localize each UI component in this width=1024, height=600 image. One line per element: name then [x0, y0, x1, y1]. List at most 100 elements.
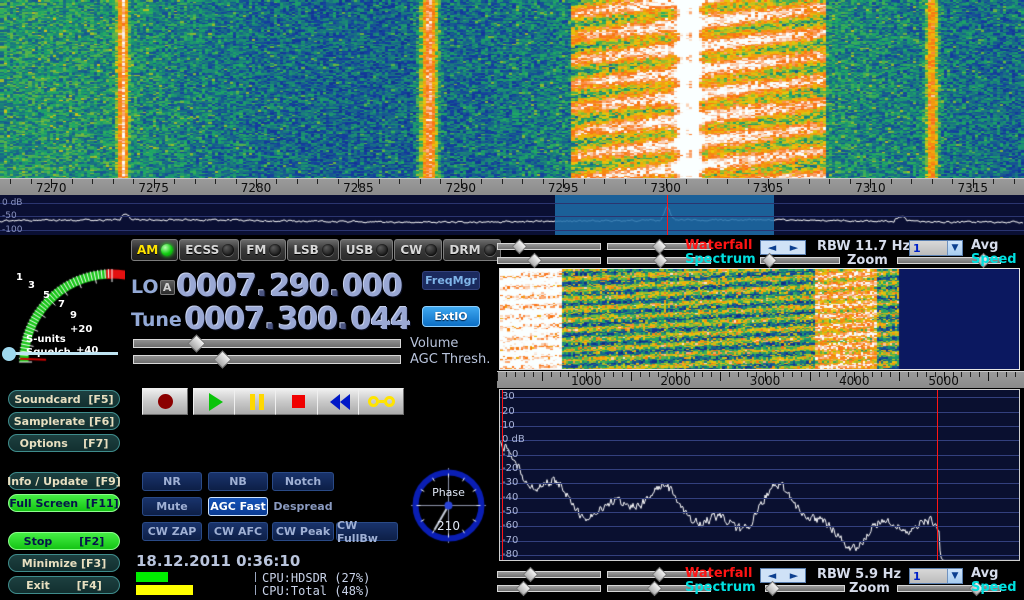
speed-slider-bottom[interactable] [897, 580, 1001, 597]
digit[interactable]: 0 [216, 269, 237, 304]
stepper-right-icon-bottom[interactable]: ► [789, 569, 799, 582]
play-button[interactable] [193, 388, 239, 415]
mode-button-fm[interactable]: FM [240, 239, 287, 261]
record-button[interactable] [142, 388, 188, 415]
speed-slider-top[interactable] [897, 252, 1001, 269]
dsp-button-nr[interactable]: NR [142, 472, 202, 491]
digit-separator[interactable]: . [329, 269, 343, 304]
mode-button-ecss[interactable]: ECSS [179, 239, 240, 261]
waterfall-label-bottom[interactable]: Waterfall [685, 566, 753, 581]
digit[interactable]: 0 [176, 269, 198, 304]
digit[interactable]: 0 [342, 269, 364, 304]
zoom-slider-top[interactable] [760, 252, 840, 269]
audio-waterfall-display[interactable] [499, 268, 1020, 370]
zoom-slider-bottom[interactable] [765, 580, 845, 597]
agc-threshold-slider[interactable] [133, 350, 401, 369]
digit[interactable]: 0 [317, 302, 338, 337]
wf-contrast-slider-top[interactable] [497, 238, 601, 255]
left-button-stop-f2[interactable]: Stop [F2] [8, 532, 120, 550]
digit[interactable]: 0 [309, 269, 330, 304]
rf-spectrum-strip[interactable]: 0 dB -50 -100 [0, 195, 1024, 235]
digit-separator[interactable]: . [337, 302, 351, 337]
digit[interactable]: 0 [196, 269, 217, 304]
left-button-info-update-f9[interactable]: Info / Update [F9] [7, 472, 121, 490]
wf-brightness-slider-bottom[interactable] [607, 566, 711, 583]
zoom-knob-bottom[interactable] [765, 580, 781, 597]
left-button-minimize-f3[interactable]: Minimize [F3] [8, 554, 120, 572]
digit[interactable]: 7 [244, 302, 265, 337]
lo-a-button[interactable]: A [159, 279, 175, 295]
top-display-controls[interactable]: Waterfall Spectrum ◄ ► RBW 11.7 Hz Zoom … [497, 238, 1024, 269]
left-button-options-f7[interactable]: Options [F7] [8, 434, 120, 452]
rf-frequency-ruler[interactable]: 7270 7275 7280 7285 7290 7295 7300 7305 7310 7315 [0, 178, 1024, 195]
freqmgr-button[interactable]: FreqMgr [422, 271, 480, 290]
pause-button[interactable] [234, 388, 280, 415]
avg-select-top[interactable]: 1 ▼ [909, 240, 963, 256]
tune-frequency-value[interactable]: 0007.300.044 [184, 302, 412, 337]
sp-contrast-knob-bottom[interactable] [515, 580, 532, 597]
digit[interactable]: 0 [382, 269, 403, 304]
passband-region[interactable] [555, 195, 775, 235]
mode-button-cw[interactable]: CW [394, 239, 443, 261]
dsp-button-cw-peak[interactable]: CW Peak [272, 522, 334, 541]
left-button-full-screen-f11[interactable]: Full Screen [F11] [8, 494, 120, 512]
digit[interactable]: 4 [390, 302, 412, 337]
demod-mode-buttons[interactable]: AM ECSS FM LSB USB CW DRM [131, 239, 501, 261]
digit[interactable]: 3 [277, 302, 299, 337]
sp-contrast-slider-bottom[interactable] [497, 580, 601, 597]
sp-brightness-slider-bottom[interactable] [607, 580, 711, 597]
digit[interactable]: 0 [224, 302, 246, 337]
mode-button-lsb[interactable]: LSB [287, 239, 339, 261]
stepper-right-icon-top[interactable]: ► [789, 241, 799, 254]
stepper-left-icon-top[interactable]: ◄ [767, 241, 777, 254]
dsp-button-despread[interactable]: Despread [273, 500, 333, 513]
squelch-slider[interactable] [6, 352, 118, 355]
digit[interactable]: 7 [236, 269, 257, 304]
zoom-knob-top[interactable] [762, 252, 778, 269]
digit[interactable]: 9 [289, 269, 310, 304]
left-button-samplerate-f6[interactable]: Samplerate [F6] [8, 412, 120, 430]
digit[interactable]: 0 [297, 302, 319, 337]
mode-button-usb[interactable]: USB [339, 239, 394, 261]
wf-contrast-slider-bottom[interactable] [497, 566, 601, 583]
audio-frequency-ruler[interactable]: 1000 2000 3000 4000 5000 [497, 371, 1024, 388]
mode-button-am[interactable]: AM [131, 239, 179, 261]
audio-waterfall-canvas[interactable] [500, 269, 1019, 369]
chevron-down-icon-bottom[interactable]: ▼ [947, 569, 962, 583]
sp-brightness-knob-top[interactable] [653, 252, 669, 269]
sp-brightness-knob-bottom[interactable] [646, 580, 663, 597]
mode-button-drm[interactable]: DRM [443, 239, 501, 261]
agc-threshold-slider-knob[interactable] [212, 350, 232, 369]
audio-spectrum-marker[interactable] [937, 390, 939, 560]
digit[interactable]: 0 [184, 302, 206, 337]
volume-slider-knob[interactable] [187, 334, 206, 353]
left-button-soundcard-f5[interactable]: Soundcard [F5] [8, 390, 120, 408]
dsp-button-nb[interactable]: NB [208, 472, 268, 491]
phase-scope[interactable]: Phase 210 [409, 466, 488, 545]
dsp-button-panel[interactable]: NR NB Notch Mute AGC Fast Despread CW ZAP CW AF… [136, 468, 398, 545]
digit[interactable]: 4 [370, 302, 392, 337]
sp-brightness-slider-top[interactable] [607, 252, 711, 269]
dsp-button-notch[interactable]: Notch [272, 472, 334, 491]
dsp-button-mute[interactable]: Mute [142, 497, 202, 516]
digit[interactable]: 0 [362, 269, 383, 304]
wf-contrast-knob-top[interactable] [512, 238, 528, 255]
stepper-left-icon-bottom[interactable]: ◄ [767, 569, 777, 582]
digit-separator[interactable]: . [264, 302, 278, 337]
main-waterfall-display[interactable] [0, 0, 1024, 178]
waterfall-stepper-bottom[interactable]: ◄ ► [760, 568, 806, 583]
extio-button[interactable]: ExtIO [422, 306, 480, 327]
digit[interactable]: 0 [350, 302, 372, 337]
spectrum-label-top[interactable]: Spectrum [685, 252, 756, 267]
dsp-button-cw-zap[interactable]: CW ZAP [142, 522, 202, 541]
lo-frequency-value[interactable]: 0007.290.000 [176, 269, 404, 304]
rewind-button[interactable] [317, 388, 363, 415]
sp-contrast-slider-top[interactable] [497, 252, 601, 269]
audio-spectrum-display[interactable]: 30 20 10 0 dB -10 -20 -30 -40 -50 -60 -70 -80 [499, 389, 1020, 561]
squelch-slider-knob[interactable] [2, 347, 16, 361]
digit[interactable]: 0 [204, 302, 226, 337]
dsp-button-cw-fullbw[interactable]: CW FullBw [336, 519, 398, 545]
digit[interactable]: 2 [269, 269, 291, 304]
wf-brightness-knob-top[interactable] [651, 238, 667, 255]
volume-slider[interactable] [133, 334, 401, 353]
